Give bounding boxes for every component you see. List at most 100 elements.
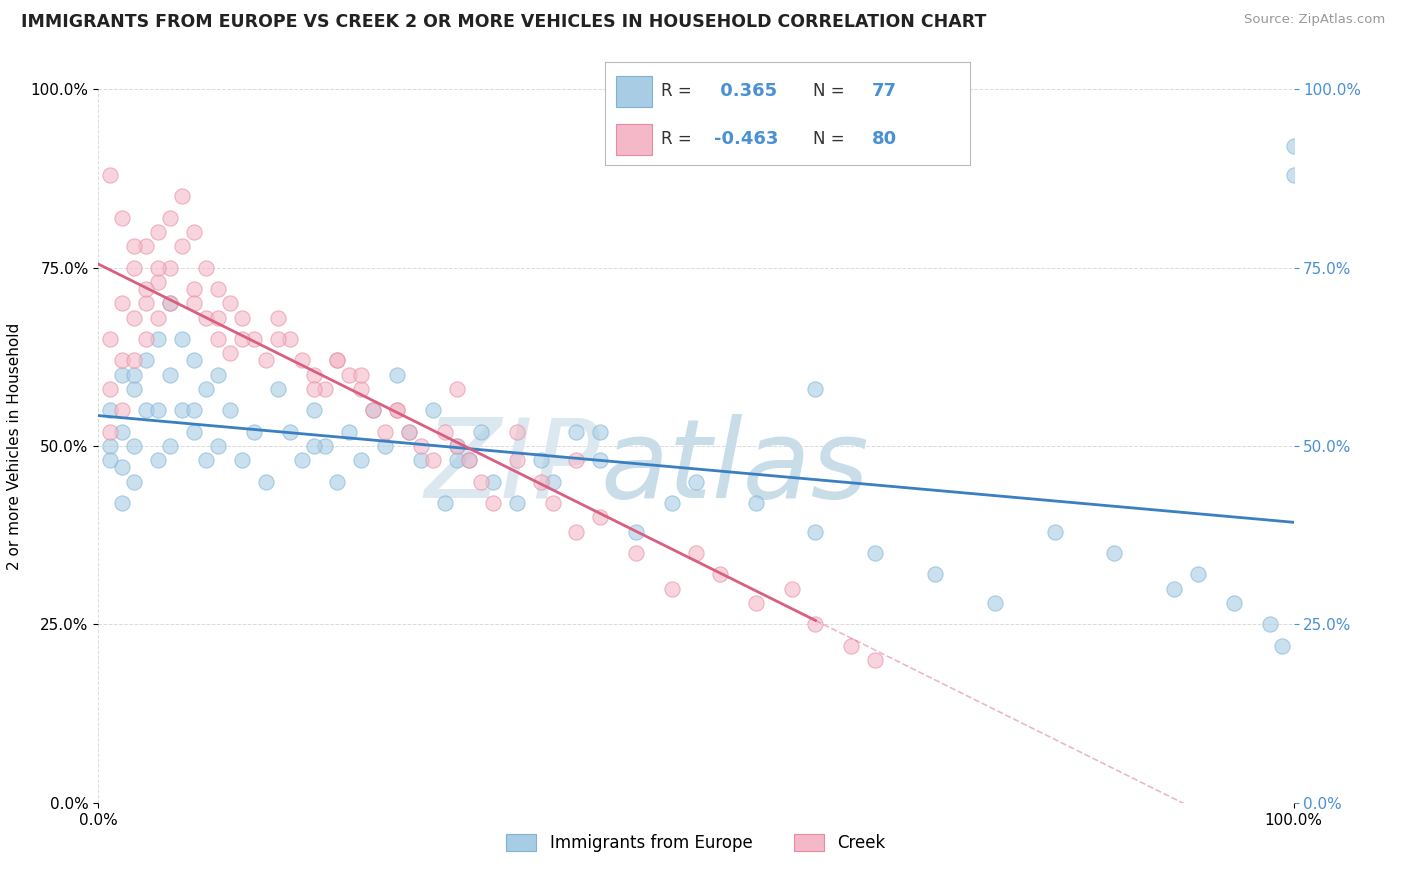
Text: N =: N = xyxy=(813,82,845,100)
Point xyxy=(924,567,946,582)
Text: Source: ZipAtlas.com: Source: ZipAtlas.com xyxy=(1244,13,1385,27)
Point xyxy=(183,282,205,296)
Point xyxy=(291,353,314,368)
Point xyxy=(339,425,361,439)
Point xyxy=(98,332,122,346)
Point xyxy=(124,368,146,382)
Point xyxy=(780,582,803,596)
Point xyxy=(267,332,290,346)
Point xyxy=(589,453,612,467)
Text: R =: R = xyxy=(661,130,692,148)
Point xyxy=(363,403,385,417)
Point xyxy=(1282,168,1305,182)
Point xyxy=(111,460,134,475)
Point xyxy=(183,403,205,417)
Point xyxy=(446,382,468,396)
Point xyxy=(841,639,863,653)
Point xyxy=(661,496,683,510)
FancyBboxPatch shape xyxy=(616,76,652,106)
Text: R =: R = xyxy=(661,82,692,100)
Point xyxy=(172,189,194,203)
Point xyxy=(685,475,707,489)
Point xyxy=(326,353,349,368)
Point xyxy=(278,332,301,346)
Point xyxy=(124,439,146,453)
Point xyxy=(254,353,277,368)
Point xyxy=(98,382,122,396)
Point xyxy=(363,403,385,417)
Point xyxy=(195,382,218,396)
Point xyxy=(219,346,242,360)
Point xyxy=(98,439,122,453)
Point xyxy=(207,332,229,346)
Point xyxy=(422,453,444,467)
Point xyxy=(398,425,420,439)
Point xyxy=(446,439,468,453)
Point xyxy=(135,403,157,417)
Point xyxy=(1163,582,1185,596)
Point xyxy=(291,453,314,467)
Point xyxy=(385,368,409,382)
Point xyxy=(434,425,457,439)
Point xyxy=(565,524,588,539)
Point xyxy=(302,439,325,453)
Point xyxy=(745,596,768,610)
Point xyxy=(207,439,229,453)
Point xyxy=(159,368,181,382)
Point xyxy=(661,582,683,596)
Point xyxy=(172,332,194,346)
Point xyxy=(565,425,588,439)
Point xyxy=(231,310,253,325)
Point xyxy=(98,403,122,417)
Point xyxy=(374,439,396,453)
Point xyxy=(530,453,553,467)
Point xyxy=(326,353,349,368)
Point xyxy=(159,296,181,310)
Point xyxy=(541,496,564,510)
Point xyxy=(350,453,373,467)
Point xyxy=(745,496,768,510)
Text: atlas: atlas xyxy=(600,414,869,521)
Point xyxy=(148,332,170,346)
FancyBboxPatch shape xyxy=(616,124,652,155)
Point xyxy=(1258,617,1281,632)
Point xyxy=(1223,596,1246,610)
Point xyxy=(804,382,827,396)
Point xyxy=(385,403,409,417)
Point xyxy=(148,310,170,325)
Point xyxy=(172,239,194,253)
Point xyxy=(183,425,205,439)
Point xyxy=(148,275,170,289)
Point xyxy=(804,524,827,539)
Point xyxy=(458,453,481,467)
Y-axis label: 2 or more Vehicles in Household: 2 or more Vehicles in Household xyxy=(7,322,22,570)
Point xyxy=(302,403,325,417)
Point xyxy=(111,496,134,510)
Point xyxy=(135,296,157,310)
Point xyxy=(207,310,229,325)
Point xyxy=(804,617,827,632)
Point xyxy=(159,296,181,310)
Point xyxy=(302,382,325,396)
Point xyxy=(243,425,266,439)
Point xyxy=(111,403,134,417)
Point xyxy=(1043,524,1066,539)
Point xyxy=(1282,139,1305,153)
Point xyxy=(231,453,253,467)
Point xyxy=(124,475,146,489)
Point xyxy=(207,368,229,382)
Point xyxy=(302,368,325,382)
Point xyxy=(183,353,205,368)
Point xyxy=(326,475,349,489)
Text: -0.463: -0.463 xyxy=(714,130,779,148)
Point xyxy=(195,453,218,467)
Point xyxy=(124,353,146,368)
Point xyxy=(530,475,553,489)
Point xyxy=(159,211,181,225)
Point xyxy=(865,546,887,560)
Point xyxy=(589,510,612,524)
Text: ZIP: ZIP xyxy=(425,414,600,521)
Point xyxy=(1104,546,1126,560)
Text: 80: 80 xyxy=(872,130,897,148)
Point xyxy=(135,332,157,346)
